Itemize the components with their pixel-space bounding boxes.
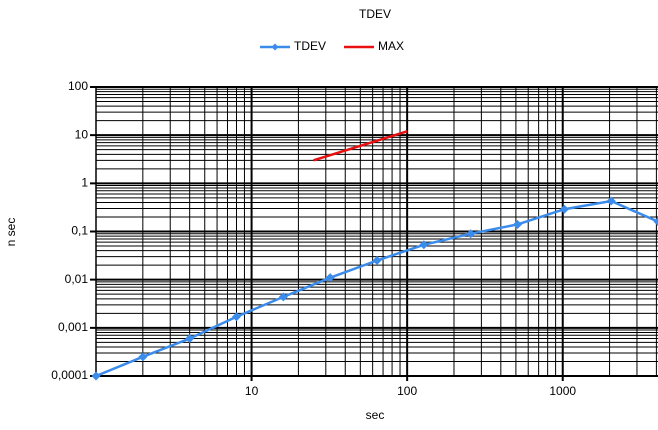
data-point: [325, 273, 335, 283]
x-tick-label: 1000: [549, 384, 576, 398]
x-tick-label: 100: [397, 384, 417, 398]
y-tick-label: 100: [68, 79, 88, 93]
data-point: [606, 196, 616, 206]
chart-title: TDEV: [359, 7, 391, 21]
data-point: [419, 240, 429, 250]
x-tick-label: 10: [245, 384, 259, 398]
series-line: [313, 130, 408, 162]
legend-label: MAX: [378, 39, 404, 53]
data-point: [185, 334, 195, 344]
data-point: [278, 292, 288, 302]
series-line: [95, 199, 658, 378]
data-point: [559, 204, 569, 214]
y-tick-label: 10: [75, 127, 89, 141]
legend-marker: [271, 43, 279, 51]
data-point: [91, 371, 101, 381]
data-point: [372, 255, 382, 265]
y-tick-label: 0,0001: [51, 368, 88, 382]
data-point: [232, 312, 241, 322]
y-axis-label: n sec: [4, 218, 18, 247]
y-tick-label: 0,01: [65, 272, 89, 286]
x-axis-label: sec: [366, 408, 385, 422]
data-point: [513, 219, 522, 229]
y-tick-label: 0,001: [58, 320, 88, 334]
data-point: [466, 229, 476, 239]
data-point: [653, 217, 658, 227]
y-tick-label: 1: [81, 176, 88, 190]
data-point: [138, 352, 148, 362]
legend-label: TDEV: [294, 39, 326, 53]
y-tick-label: 0,1: [71, 224, 88, 238]
